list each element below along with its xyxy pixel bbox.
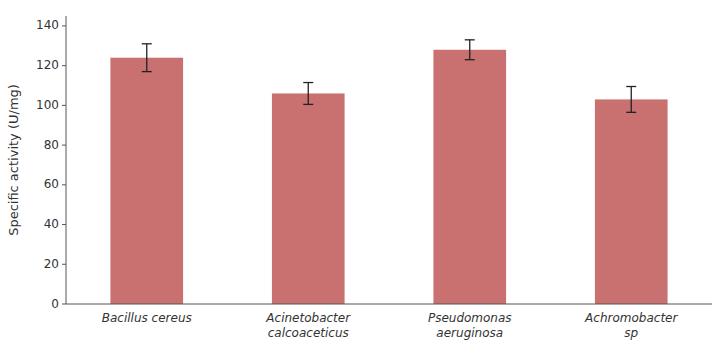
x-tick-label: Bacillus cereus	[102, 311, 192, 325]
y-tick-label: 140	[36, 18, 59, 32]
y-tick-label: 40	[44, 217, 59, 231]
error-cap	[626, 86, 636, 87]
error-stem	[308, 83, 309, 105]
y-tick	[62, 304, 66, 305]
y-tick	[62, 65, 66, 66]
error-stem	[469, 40, 470, 60]
error-cap	[303, 104, 313, 105]
label-line: Acinetobacter	[265, 311, 351, 325]
chart-svg: 0 20 40 60 80 100 120 140 Bacillus cereus Acineto…	[0, 0, 728, 356]
y-tick	[62, 264, 66, 265]
y-tick	[62, 184, 66, 185]
error-cap	[303, 82, 313, 83]
label-line: sp	[624, 326, 638, 340]
error-cap	[465, 59, 475, 60]
label-line: aeruginosa	[436, 326, 503, 340]
bar	[595, 99, 668, 304]
label-line: Achromobacter	[584, 311, 678, 325]
label-line: calcoaceticus	[268, 326, 349, 340]
error-stem	[631, 87, 632, 113]
y-axis-line	[66, 16, 67, 304]
y-tick	[62, 105, 66, 106]
y-tick	[62, 224, 66, 225]
y-tick	[62, 145, 66, 146]
error-bar	[142, 44, 152, 72]
error-cap	[465, 39, 475, 40]
error-bar	[303, 83, 313, 105]
error-stem	[146, 44, 147, 72]
x-tick-label: Pseudomonasaeruginosa	[428, 311, 512, 340]
label-line: Bacillus cereus	[102, 311, 192, 325]
y-tick-label: 120	[36, 58, 59, 72]
x-tick-label: Achromobactersp	[584, 311, 678, 340]
bars	[110, 40, 667, 304]
y-tick-label: 60	[44, 177, 59, 191]
error-cap	[142, 71, 152, 72]
y-tick-label: 80	[44, 138, 59, 152]
y-tick-label: 20	[44, 257, 59, 271]
error-cap	[142, 43, 152, 44]
y-axis-label: Specific activity (U/mg)	[6, 84, 21, 236]
error-cap	[626, 112, 636, 113]
y-tick-label: 0	[51, 297, 59, 311]
chart-container: 0 20 40 60 80 100 120 140 Bacillus cereus Acineto…	[0, 0, 728, 356]
bar	[433, 50, 506, 304]
label-line: Pseudomonas	[428, 311, 512, 325]
bar	[110, 58, 183, 304]
x-tick-label: Acinetobactercalcoaceticus	[265, 311, 351, 340]
error-bar	[626, 87, 636, 113]
y-tick-label: 100	[36, 98, 59, 112]
x-axis-line	[66, 304, 712, 305]
y-tick	[62, 25, 66, 26]
error-bar	[465, 40, 475, 60]
bar	[272, 93, 345, 304]
